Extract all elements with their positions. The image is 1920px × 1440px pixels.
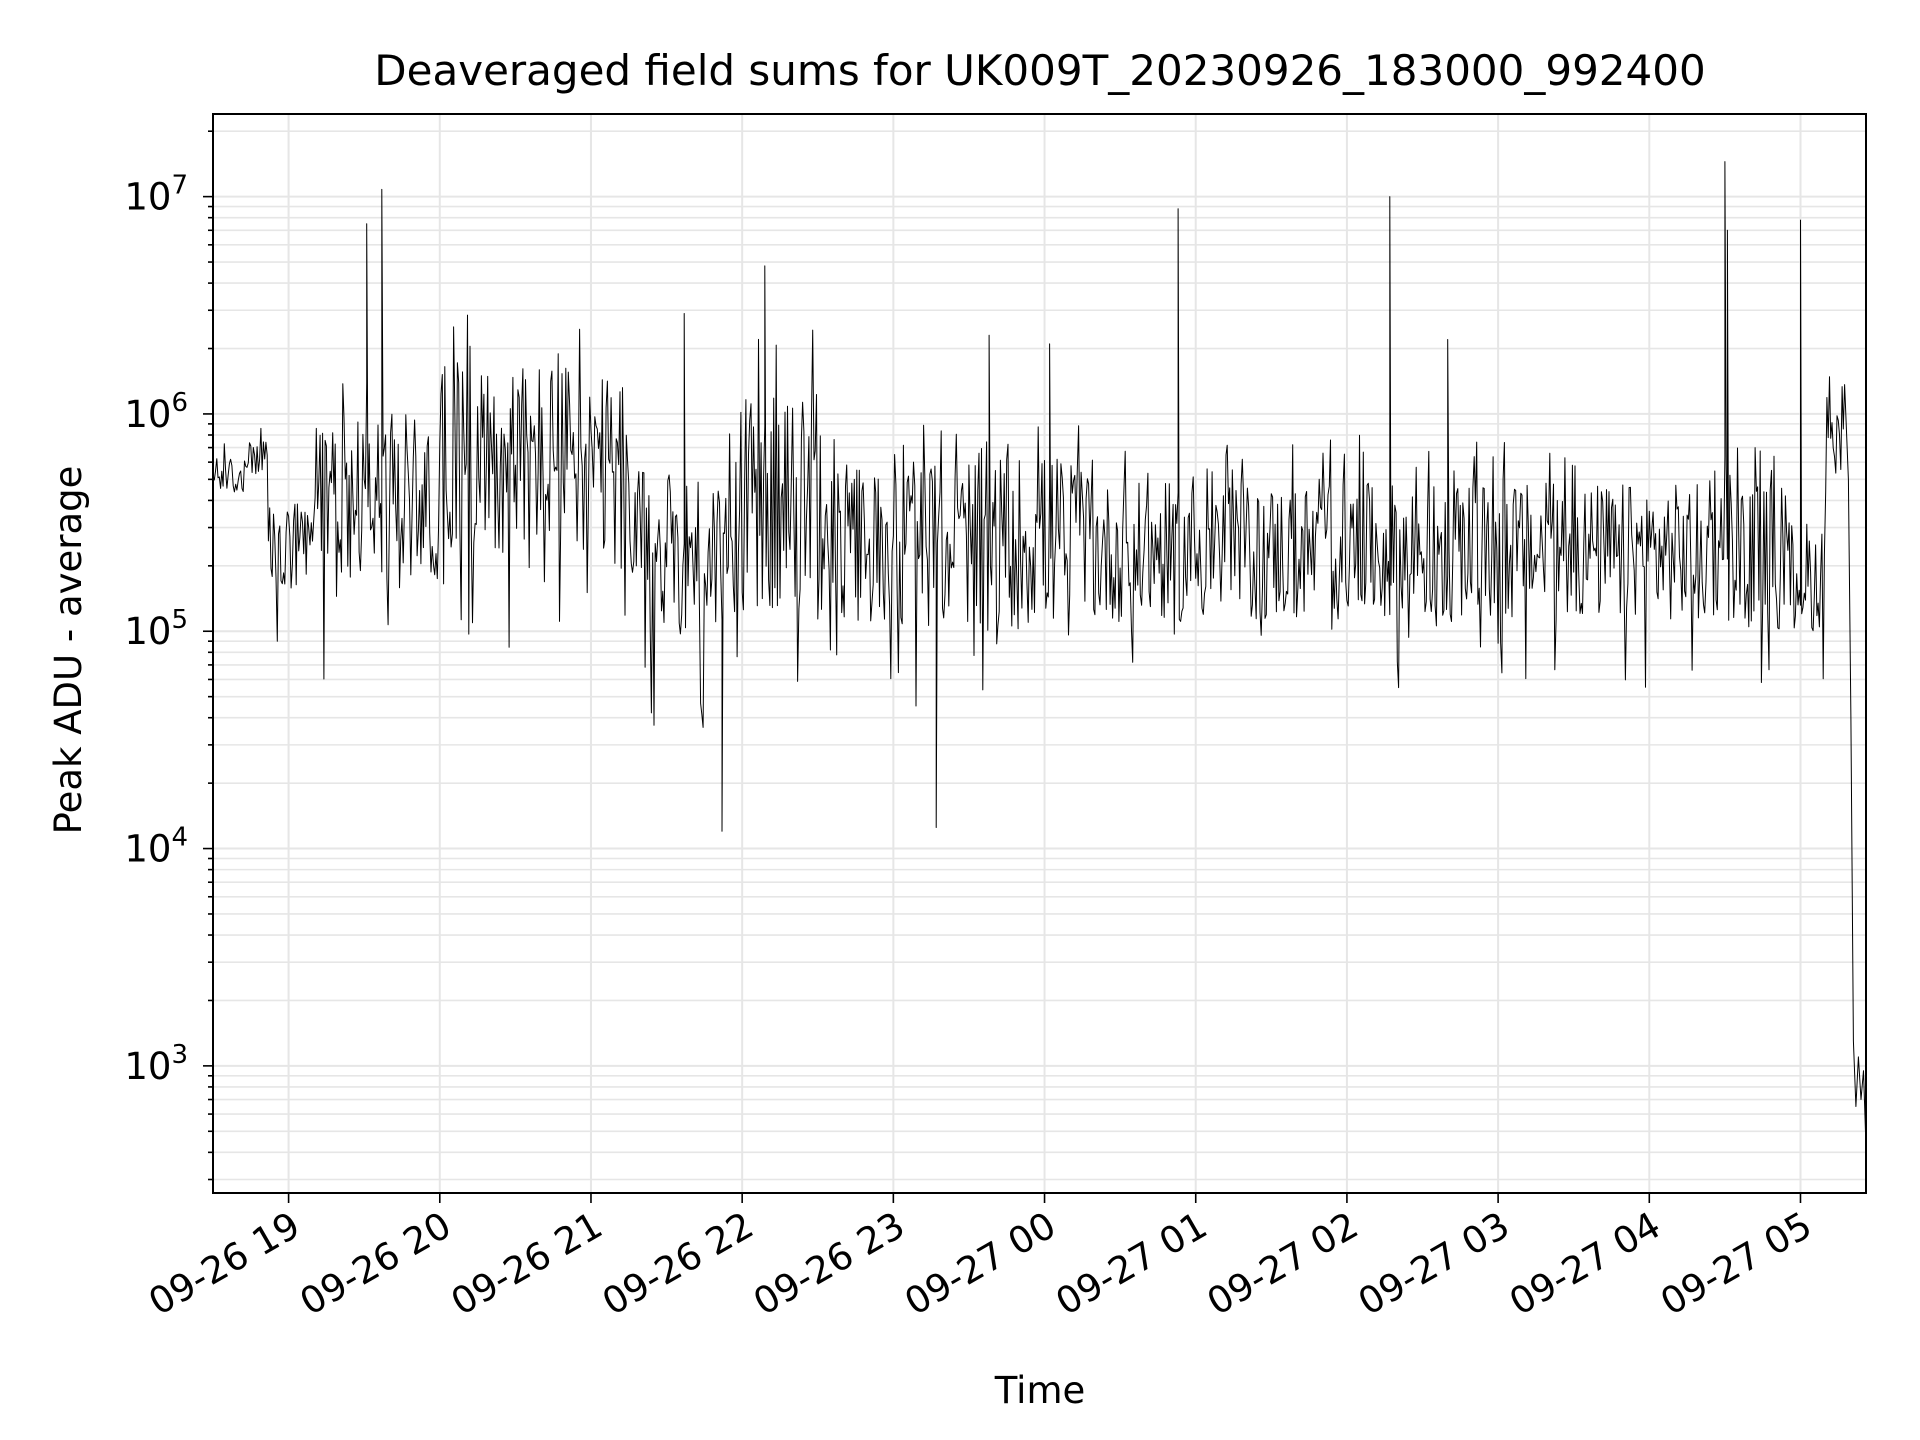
series-line	[212, 161, 1867, 1148]
chart-title: Deaveraged field sums for UK009T_2023092…	[374, 46, 1705, 95]
plot-frame	[212, 113, 1867, 1194]
y-tick-base: 10	[124, 176, 171, 219]
y-axis-label: Peak ADU - average	[47, 466, 90, 835]
y-tick-exponent: 7	[171, 171, 188, 201]
y-tick-exponent: 5	[171, 605, 188, 635]
x-axis-label: Time	[994, 1369, 1086, 1412]
y-tick-label: 106	[124, 388, 188, 436]
y-tick-exponent: 6	[171, 388, 188, 418]
y-tick-base: 10	[124, 610, 171, 653]
y-tick-label: 107	[124, 171, 188, 219]
y-tick-exponent: 3	[171, 1040, 188, 1070]
y-tick-base: 10	[124, 393, 171, 436]
y-tick-base: 10	[124, 828, 171, 871]
y-tick-label: 105	[124, 605, 188, 653]
y-tick-label: 104	[124, 823, 188, 871]
y-tick-base: 10	[124, 1045, 171, 1088]
y-tick-label: 103	[124, 1040, 188, 1088]
grid-lines	[213, 114, 1866, 1193]
y-tick-exponent: 4	[171, 823, 188, 853]
